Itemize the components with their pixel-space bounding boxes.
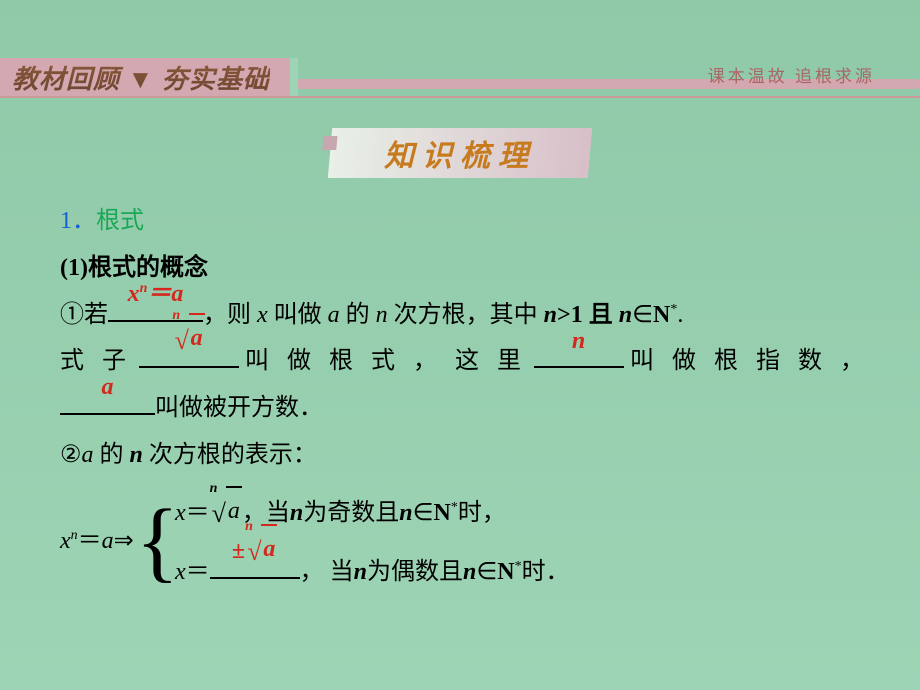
var-n: n: [376, 302, 388, 328]
section-title: 根式: [96, 208, 144, 234]
text-fragment: 次方根的表示：: [143, 442, 317, 468]
title-deco-icon: [322, 136, 337, 150]
var-x: x: [175, 500, 186, 526]
radicand: a: [261, 524, 277, 573]
eq-sign: ＝: [186, 559, 210, 585]
star-sup: *: [451, 500, 458, 515]
blank-4: a: [60, 387, 155, 415]
var-a: a: [328, 302, 340, 328]
definition-line-2: 式 子 n √a 叫 做 根 式 ， 这 里 n 叫 做 根 指 数 ，: [60, 338, 870, 385]
eq-lhs: xn＝a⇒: [60, 518, 134, 565]
var-x: x: [257, 302, 268, 328]
definition-line-3: a叫做被开方数．: [60, 385, 870, 432]
var-x: x: [60, 528, 71, 554]
section-heading: 1．根式: [60, 198, 870, 245]
definition-line-4: ②a 的 n 次方根的表示：: [60, 432, 870, 479]
answer-a: a: [60, 364, 155, 411]
title-text: 知识梳理: [384, 131, 536, 175]
text-fragment: 叫做被开方数．: [155, 395, 323, 421]
eq-sign: ＝: [78, 528, 102, 554]
section-number: 1．: [60, 208, 96, 234]
text-fragment: .: [677, 302, 683, 328]
eq-sign: ＝: [186, 500, 210, 526]
text-fragment: 的: [94, 442, 130, 468]
var-n: n: [354, 559, 367, 585]
set-N: N: [434, 500, 451, 526]
equation-cases: xn＝a⇒ { x＝n√a，当n为奇数且n∈N*时， x＝±n√a， 当n为偶数…: [60, 487, 870, 596]
text-fragment: 时，: [458, 500, 506, 526]
text-fragment: 为偶数且: [367, 559, 463, 585]
var-x: x: [175, 559, 186, 585]
header-left-block: 教材回顾 ▼ 夯实基础: [0, 58, 290, 96]
text-fragment: ②: [60, 442, 82, 468]
blank-3: n: [534, 340, 624, 368]
var-a: a: [82, 442, 94, 468]
text-fragment: ， 当: [300, 559, 354, 585]
pm-sign: ±: [232, 538, 245, 564]
cases-block: x＝n√a，当n为奇数且n∈N*时， x＝±n√a， 当n为偶数且n∈N*时．: [175, 487, 570, 596]
header-underline: [0, 96, 920, 98]
radical-icon: n√a: [245, 525, 277, 576]
set-N: N: [653, 302, 670, 328]
answer-n: n: [534, 318, 624, 365]
blank-5: ±n√a: [210, 551, 300, 579]
radical-index: n: [245, 513, 253, 540]
header-divider: [290, 58, 298, 96]
text-in: ∈: [632, 302, 653, 328]
header-subtitle: 课本温故 追根求源: [708, 62, 875, 87]
var-n: n: [463, 559, 476, 585]
text-fragment: 次方根，其中: [388, 302, 544, 328]
answer-x: x: [128, 281, 140, 307]
text-in: ∈: [413, 500, 434, 526]
brace-icon: {: [136, 497, 179, 587]
text-fragment: 时．: [522, 559, 570, 585]
text-fragment: 叫做: [268, 302, 328, 328]
radicand: a: [189, 313, 205, 362]
text-fragment: 为奇数且: [303, 500, 399, 526]
case-2: x＝±n√a， 当n为偶数且n∈N*时．: [175, 549, 570, 596]
sup-n: n: [71, 528, 78, 543]
radical-index: n: [172, 302, 180, 329]
title-box: 知识梳理: [328, 128, 592, 178]
arrow-icon: ⇒: [114, 528, 134, 554]
var-n: n: [130, 442, 143, 468]
text-fragment: 的: [340, 302, 376, 328]
radical-icon: n √a: [172, 314, 204, 365]
header-left-text: 教材回顾 ▼ 夯实基础: [12, 59, 270, 96]
text-in: ∈: [476, 559, 497, 585]
text-fragment: ①若: [60, 302, 108, 328]
var-n: n: [399, 500, 412, 526]
star-sup: *: [515, 559, 522, 574]
content-area: 1．根式 (1)根式的概念 ①若xn＝a，则 x 叫做 a 的 n 次方根，其中…: [60, 198, 870, 596]
text-fragment: 叫 做 根 指 数 ，: [630, 338, 870, 385]
answer-eq: ＝: [147, 281, 171, 307]
radical-index: n: [210, 475, 218, 502]
var-a: a: [102, 528, 114, 554]
var-n: n: [290, 500, 303, 526]
text-fragment: 叫 做 根 式 ， 这 里: [245, 338, 527, 385]
set-N: N: [497, 559, 514, 585]
